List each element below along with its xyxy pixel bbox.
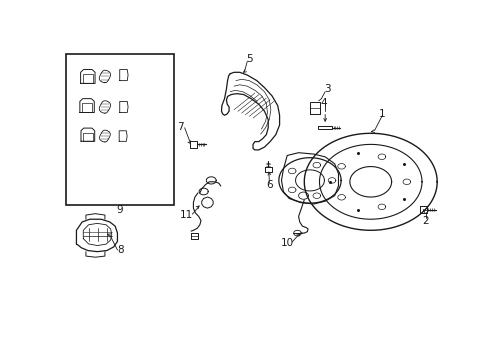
Text: 8: 8	[117, 245, 124, 255]
Text: 5: 5	[246, 54, 252, 64]
Text: 2: 2	[422, 216, 429, 226]
Text: 4: 4	[321, 98, 327, 108]
Text: 6: 6	[266, 180, 272, 190]
Text: 11: 11	[180, 210, 193, 220]
Bar	[66, 54, 174, 205]
Text: 3: 3	[324, 84, 330, 94]
Text: 9: 9	[117, 205, 123, 215]
Text: 1: 1	[379, 109, 386, 119]
Text: 10: 10	[281, 238, 294, 248]
Text: 7: 7	[177, 122, 184, 132]
